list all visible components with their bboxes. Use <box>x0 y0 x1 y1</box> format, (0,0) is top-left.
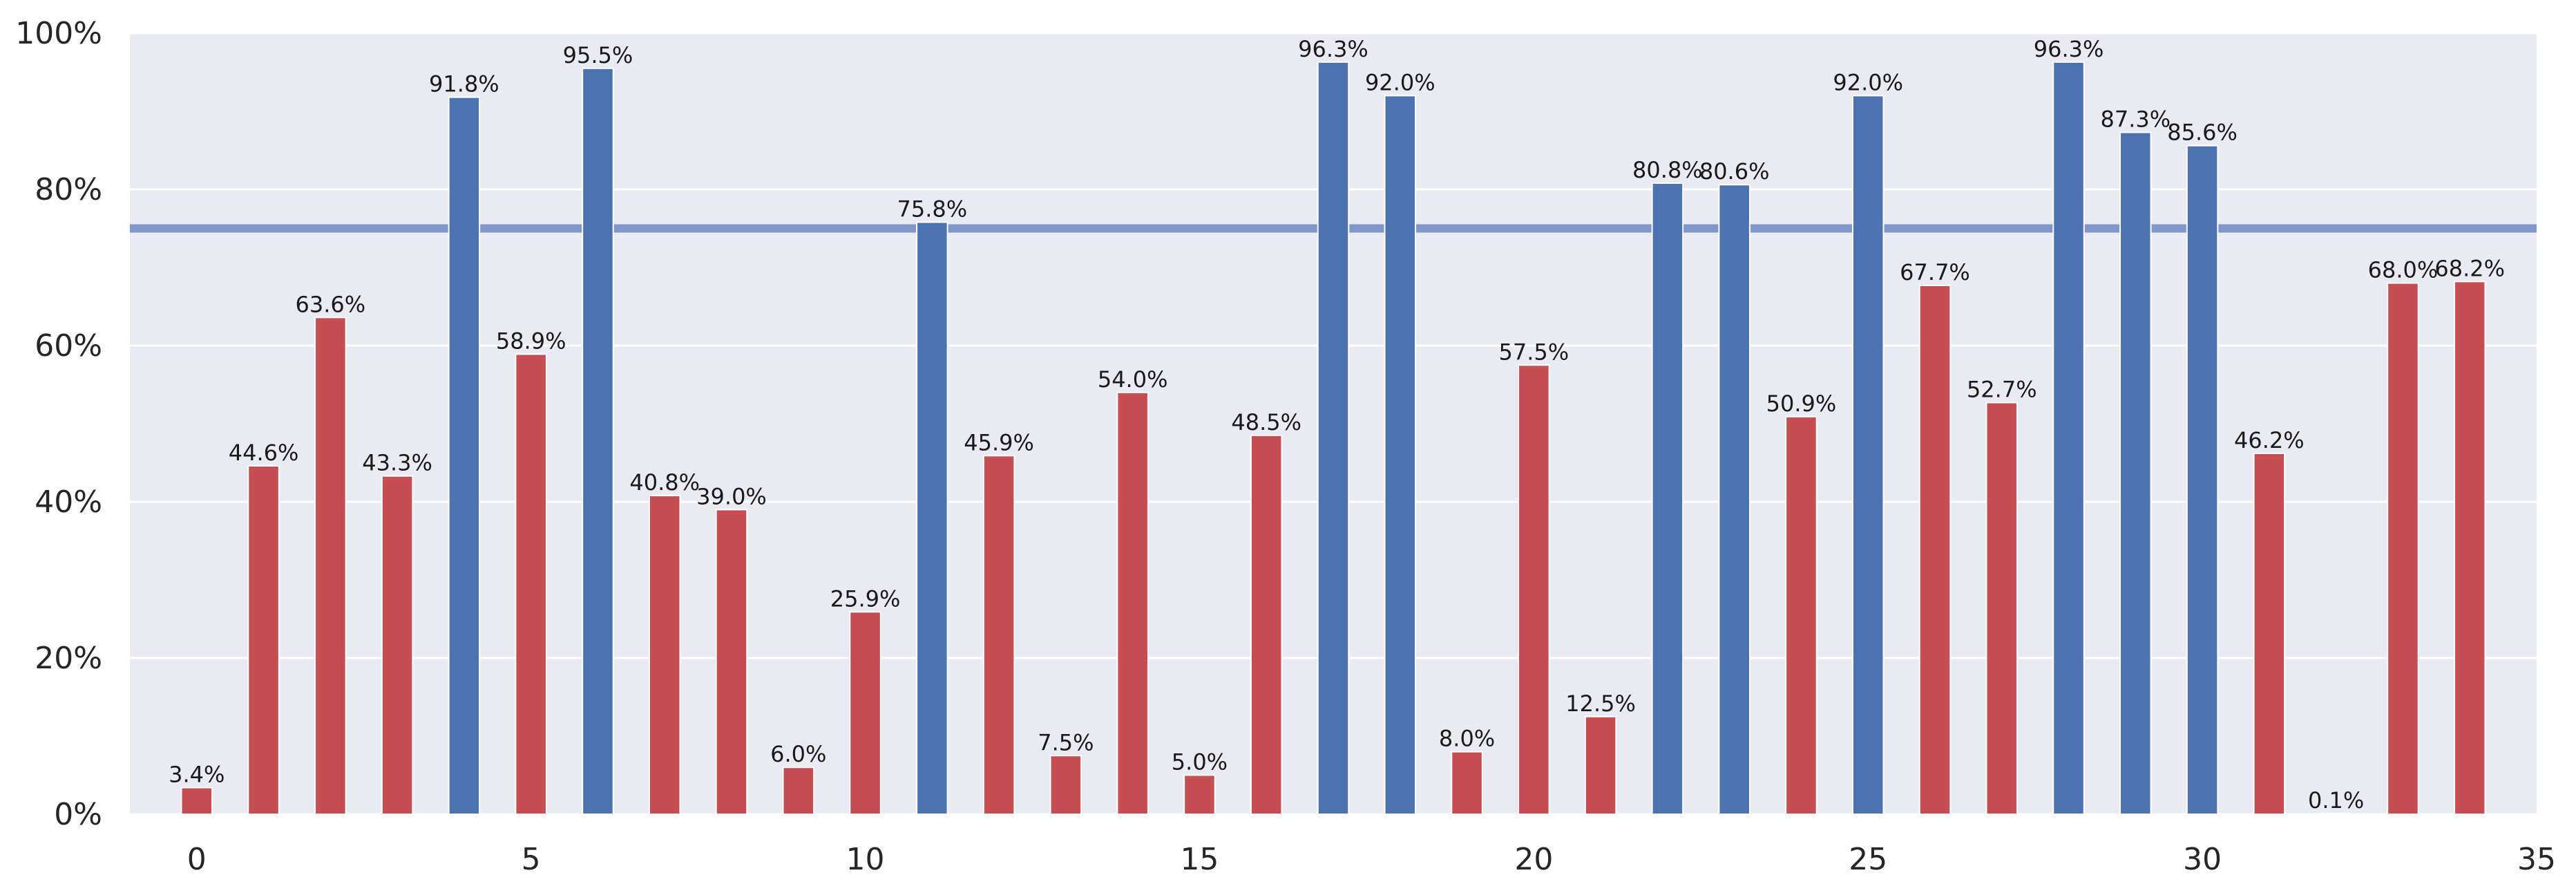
data-label: 40.8% <box>629 469 700 496</box>
data-label: 85.6% <box>2167 120 2238 146</box>
bar <box>515 353 547 815</box>
data-label: 92.0% <box>1365 69 1435 95</box>
data-label: 63.6% <box>296 291 366 317</box>
data-label: 6.0% <box>770 741 826 767</box>
data-label: 80.8% <box>1632 157 1703 183</box>
bar <box>1049 755 1082 815</box>
bar <box>247 465 280 816</box>
bar <box>1985 402 2019 815</box>
bar <box>180 787 213 815</box>
bar <box>1116 391 1149 815</box>
bar <box>849 611 881 816</box>
data-label: 68.2% <box>2434 255 2505 281</box>
bar <box>1718 184 1750 816</box>
bar <box>982 455 1015 815</box>
bar <box>648 494 681 816</box>
bar <box>782 767 815 815</box>
bar <box>1518 364 1550 815</box>
data-label: 12.5% <box>1565 690 1636 717</box>
y-tick-label: 80% <box>35 172 102 207</box>
bar <box>1384 95 1417 815</box>
data-label: 0.1% <box>2308 787 2364 814</box>
data-label: 58.9% <box>496 328 566 354</box>
y-tick-label: 60% <box>35 328 102 364</box>
x-tick-label: 10 <box>846 842 885 877</box>
data-label: 96.3% <box>1298 36 1368 62</box>
bar <box>1785 415 1817 815</box>
data-label: 54.0% <box>1098 366 1168 393</box>
y-tick-label: 40% <box>35 485 102 520</box>
x-tick-label: 0 <box>187 842 207 877</box>
y-tick-label: 100% <box>15 16 102 51</box>
data-label: 95.5% <box>563 42 633 68</box>
bar <box>582 67 614 816</box>
bar <box>1651 182 1684 815</box>
data-label: 67.7% <box>1900 259 1970 285</box>
bar <box>2186 144 2219 816</box>
data-label: 92.0% <box>1833 69 1903 95</box>
bar <box>1317 61 1350 815</box>
bar <box>1250 434 1283 815</box>
y-tick-label: 20% <box>35 641 102 676</box>
data-label: 7.5% <box>1038 729 1094 755</box>
data-label: 91.8% <box>429 71 499 97</box>
bar <box>1584 715 1617 815</box>
data-label: 80.6% <box>1699 158 1770 185</box>
bar <box>381 475 414 816</box>
bar <box>2253 452 2286 815</box>
data-label: 8.0% <box>1439 726 1495 752</box>
bar <box>2387 282 2419 816</box>
bar <box>448 96 481 815</box>
y-tick-label: 0% <box>54 797 102 832</box>
x-tick-label: 5 <box>522 842 541 877</box>
data-label: 48.5% <box>1231 409 1301 435</box>
data-label: 39.0% <box>696 483 767 509</box>
bar <box>1918 284 1952 815</box>
x-tick-label: 35 <box>2517 842 2556 877</box>
data-label: 96.3% <box>2034 36 2104 62</box>
data-label: 75.8% <box>897 196 968 222</box>
data-label: 5.0% <box>1172 749 1228 776</box>
bar <box>2052 61 2085 815</box>
x-tick-label: 15 <box>1180 842 1219 877</box>
data-label: 57.5% <box>1499 339 1570 365</box>
x-tick-label: 25 <box>1849 842 1887 877</box>
data-label: 44.6% <box>229 440 299 466</box>
data-label: 3.4% <box>169 762 225 788</box>
bar <box>1183 774 1216 815</box>
data-label: 46.2% <box>2234 427 2305 453</box>
data-label: 52.7% <box>1967 376 2037 402</box>
data-label: 45.9% <box>964 429 1034 455</box>
bar <box>916 221 948 815</box>
data-label: 87.3% <box>2101 106 2171 133</box>
bar <box>2453 281 2486 815</box>
data-label: 43.3% <box>362 450 432 476</box>
x-tick-label: 30 <box>2183 842 2222 877</box>
data-label: 25.9% <box>830 585 901 612</box>
bar <box>2119 131 2152 815</box>
bar <box>1451 751 1483 815</box>
x-tick-label: 20 <box>1514 842 1553 877</box>
bar <box>314 317 347 815</box>
bar <box>1851 95 1885 815</box>
data-label: 50.9% <box>1766 391 1837 417</box>
data-label: 68.0% <box>2368 257 2439 283</box>
bar <box>715 509 748 815</box>
